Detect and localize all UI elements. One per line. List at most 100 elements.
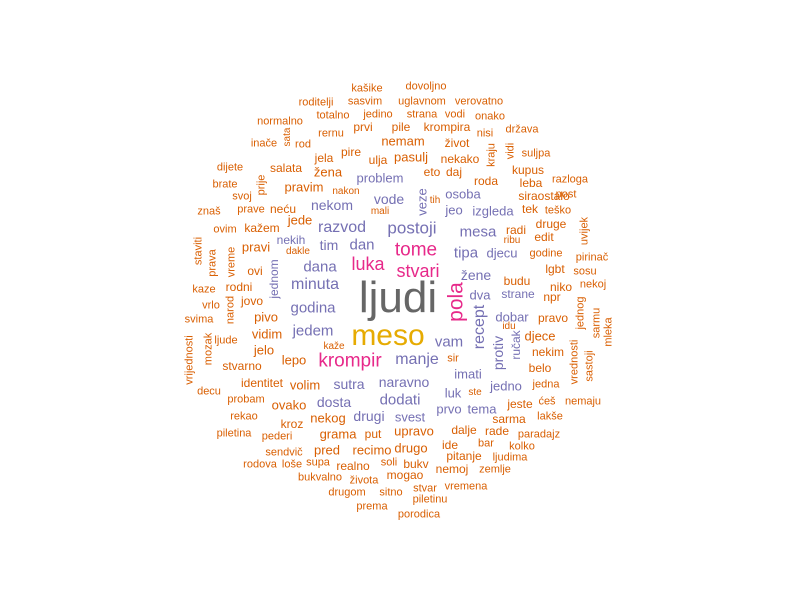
cloud-word: svest [394, 409, 426, 425]
cloud-word: prvi [353, 120, 373, 134]
cloud-word: sendvič [265, 446, 303, 459]
cloud-word: jelo [253, 342, 275, 358]
cloud-word: nekom [310, 197, 354, 213]
cloud-word: strane [501, 287, 535, 301]
cloud-word: prije [255, 174, 268, 196]
cloud-word: dakle [286, 246, 310, 257]
cloud-word: naravno [378, 374, 430, 390]
cloud-word: kažem [244, 221, 280, 235]
cloud-word: pirinač [575, 251, 609, 264]
cloud-word: vremena [444, 480, 488, 493]
cloud-word: totalno [316, 109, 350, 122]
cloud-word: pola [444, 282, 468, 322]
cloud-word: put [364, 427, 382, 441]
cloud-word: djece [524, 328, 556, 344]
cloud-word: pravo [537, 311, 569, 325]
cloud-word: stvar [413, 482, 437, 495]
cloud-word: jede [287, 212, 313, 228]
cloud-word: upravo [394, 423, 434, 439]
cloud-word: nekog [310, 410, 346, 426]
cloud-word: nekih [276, 233, 306, 247]
cloud-word: tipa [453, 244, 479, 262]
cloud-word: daj [445, 165, 463, 179]
cloud-word: dodati [379, 391, 421, 409]
cloud-word: post [555, 188, 577, 201]
cloud-word: ovim [213, 223, 237, 236]
cloud-word: neću [269, 202, 297, 216]
cloud-word: prave [237, 203, 265, 216]
cloud-word: eto [423, 165, 441, 179]
cloud-word: nemam [381, 133, 425, 149]
cloud-word: recept [471, 304, 488, 350]
cloud-word: identitet [240, 376, 284, 390]
cloud-word: vrijednosti [183, 335, 196, 385]
cloud-word: država [505, 123, 539, 136]
cloud-word: lakše [537, 410, 563, 423]
cloud-word: piletina [216, 427, 252, 440]
cloud-word: jedna [532, 378, 560, 391]
cloud-word: kroz [280, 417, 304, 431]
cloud-word: strana [406, 108, 438, 121]
cloud-word: ljude [214, 334, 238, 347]
cloud-word: pravi [241, 239, 271, 255]
cloud-word: leba [519, 176, 543, 190]
cloud-word: ribu [503, 235, 521, 246]
cloud-word: nekim [531, 345, 565, 359]
cloud-word: supa [306, 456, 330, 469]
cloud-word: ste [468, 387, 482, 398]
cloud-word: drugom [328, 486, 366, 499]
cloud-word: mesa [459, 223, 497, 241]
cloud-word: rodni [225, 280, 253, 294]
cloud-word: porodica [397, 508, 441, 521]
cloud-word: sarmu [590, 307, 603, 339]
cloud-word: vidi [504, 142, 517, 160]
cloud-word: bukvalno [297, 471, 343, 484]
cloud-word: grama [319, 426, 357, 442]
cloud-word: pivo [254, 309, 278, 325]
cloud-word: stvarno [222, 359, 262, 373]
cloud-word: ovi [247, 264, 263, 278]
cloud-word: krompira [423, 120, 471, 134]
cloud-word: veze [414, 188, 430, 216]
cloud-word: jednom [267, 259, 281, 299]
cloud-word: teško [544, 204, 572, 217]
cloud-word: mleka [602, 317, 615, 347]
cloud-word: luk [444, 385, 462, 401]
cloud-word: problem [356, 170, 404, 186]
cloud-word: paradajz [517, 428, 561, 441]
cloud-word: lgbt [545, 262, 565, 276]
cloud-word: vam [434, 333, 464, 351]
cloud-word: kolko [509, 440, 535, 453]
cloud-word: nemaju [564, 395, 602, 408]
cloud-word: kaže [323, 341, 345, 352]
cloud-word: jednog [574, 296, 587, 330]
cloud-word: djecu [486, 245, 518, 261]
cloud-word: rekao [230, 410, 258, 423]
cloud-word: probam [227, 393, 265, 406]
cloud-word: verovatno [454, 95, 504, 108]
cloud-word: recimo [352, 442, 392, 458]
cloud-word: tek [521, 202, 539, 216]
cloud-word: drugi [353, 408, 385, 424]
cloud-word: prvo [436, 401, 462, 417]
cloud-word: vode [373, 191, 405, 207]
cloud-word: decu [197, 385, 221, 398]
cloud-word: razloga [551, 173, 589, 186]
cloud-word: uglavnom [398, 95, 446, 108]
cloud-word: narod [224, 295, 237, 325]
cloud-word: tema [467, 401, 497, 417]
cloud-word: onako [475, 110, 505, 123]
cloud-word: vrednosti [568, 339, 581, 385]
cloud-word: pire [340, 145, 362, 159]
cloud-word: nekako [440, 152, 480, 166]
cloud-word: vidim [251, 326, 283, 342]
cloud-word: godina [290, 299, 336, 317]
cloud-word: pederi [261, 430, 293, 443]
cloud-word: sata [282, 127, 293, 147]
cloud-word: ljudima [492, 451, 528, 464]
cloud-word: loše [281, 458, 303, 471]
cloud-word: kašike [351, 82, 383, 95]
cloud-word: ide [441, 438, 459, 452]
cloud-word: pile [391, 120, 411, 134]
cloud-word: jela [314, 151, 334, 165]
